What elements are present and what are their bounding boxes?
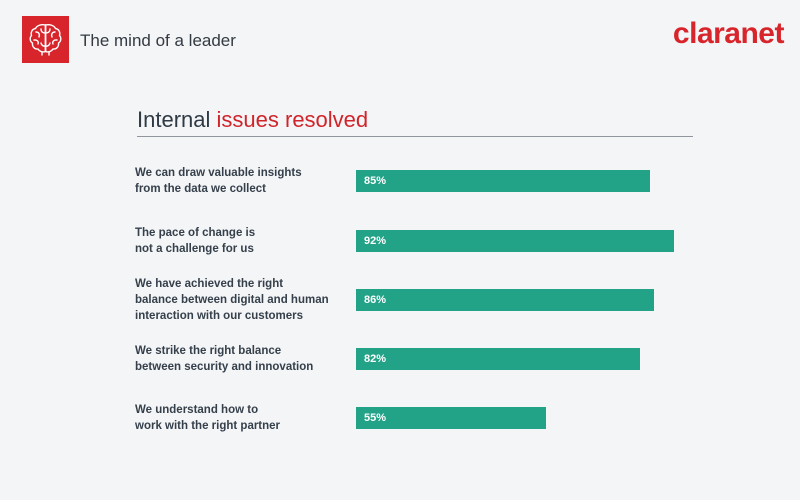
bar: 86%: [356, 289, 654, 311]
header-title: The mind of a leader: [80, 31, 236, 50]
row-label: The pace of change is not a challenge fo…: [135, 227, 256, 255]
bar: 55%: [356, 407, 546, 429]
bar-value-label: 82%: [364, 353, 387, 365]
row-label: We can draw valuable insights from the d…: [135, 167, 302, 195]
bar: 85%: [356, 170, 650, 192]
bar: 82%: [356, 348, 640, 370]
section-divider: [137, 136, 693, 137]
row-label: We strike the right balance between secu…: [135, 345, 314, 373]
bar-value-label: 55%: [364, 412, 387, 424]
section-title-plain: Internal: [137, 107, 211, 132]
row-label: We have achieved the right balance betwe…: [135, 278, 329, 322]
bar-value-label: 86%: [364, 294, 387, 306]
brand-wordmark: claranet: [672, 17, 785, 50]
bar: 92%: [356, 230, 674, 252]
brand-logo: [22, 16, 69, 63]
section-title-accent: issues resolved: [216, 107, 369, 132]
bar-value-label: 85%: [364, 175, 387, 187]
bar-value-label: 92%: [364, 235, 387, 247]
section-title: Internal issues resolved: [137, 107, 368, 133]
row-label: We understand how to work with the right…: [135, 404, 281, 432]
brain-icon: [29, 24, 62, 56]
